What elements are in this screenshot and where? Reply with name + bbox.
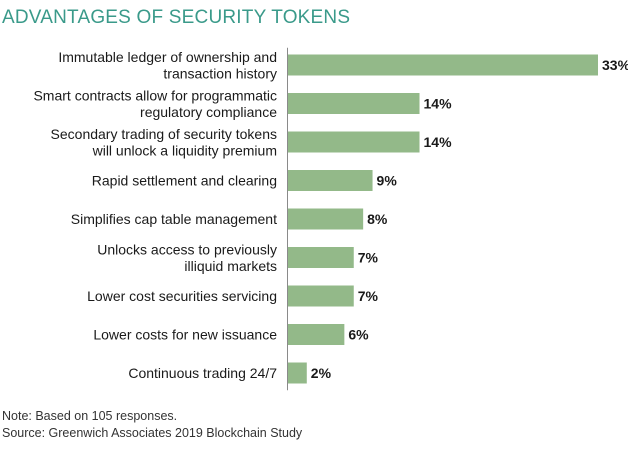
category-label-0-line-0: Immutable ledger of ownership and (58, 49, 277, 65)
category-label-5-line-0: Unlocks access to previously (97, 241, 277, 257)
category-label-5-line-1: illiquid markets (184, 258, 277, 274)
bar-4 (288, 208, 364, 230)
bar-2 (288, 131, 420, 153)
bar-5 (288, 247, 354, 268)
chart-title: ADVANTAGES OF SECURITY TOKENS (2, 7, 351, 28)
category-label-8: Continuous trading 24/7 (128, 365, 277, 381)
bar-6 (288, 285, 354, 307)
value-label-3: 9% (377, 173, 398, 189)
category-label-7: Lower costs for new issuance (93, 327, 277, 343)
bar-3 (288, 170, 373, 191)
bar-7 (288, 324, 345, 345)
category-label-6: Lower cost securities servicing (87, 288, 277, 304)
value-label-5: 7% (358, 250, 379, 266)
category-label-3: Rapid settlement and clearing (92, 173, 277, 189)
value-label-7: 6% (348, 327, 369, 343)
bar-8 (288, 362, 307, 384)
bar-0 (288, 54, 598, 76)
value-label-8: 2% (311, 365, 332, 381)
chart-note: Note: Based on 105 responses. (2, 409, 178, 423)
value-label-1: 14% (424, 96, 453, 112)
bar-chart: 33% Immutable ledger of ownership andtran… (33, 47, 628, 391)
value-label-0: 33% (602, 57, 628, 73)
chart-source: Source: Greenwich Associates 2019 Blockc… (2, 426, 303, 440)
category-label-0-line-1: transaction history (163, 65, 277, 81)
category-label-4: Simplifies cap table management (71, 211, 277, 227)
category-label-1-line-0: Smart contracts allow for programmatic (33, 87, 277, 103)
bar-1 (288, 93, 420, 114)
value-label-4: 8% (367, 211, 388, 227)
category-label-2-line-0: Secondary trading of security tokens (51, 126, 277, 142)
category-label-2-line-1: will unlock a liquidity premium (92, 142, 277, 158)
value-label-2: 14% (424, 134, 453, 150)
category-label-1-line-1: regulatory compliance (140, 104, 277, 120)
value-label-6: 7% (358, 288, 379, 304)
